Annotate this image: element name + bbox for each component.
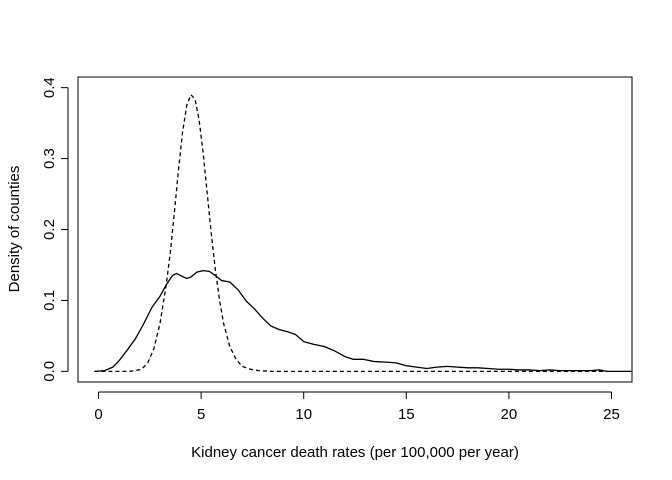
x-tick-label: 5 (197, 406, 205, 423)
y-axis-label: Density of counties (6, 166, 23, 293)
y-tick-label: 0.0 (41, 361, 58, 382)
x-tick-label: 15 (398, 406, 415, 423)
x-axis-label: Kidney cancer death rates (per 100,000 p… (191, 444, 519, 461)
y-tick-label: 0.1 (41, 290, 58, 311)
plot-frame (77, 76, 633, 383)
y-axis: 0.0 0.1 0.2 0.3 0.4 (41, 77, 69, 382)
y-tick-label: 0.2 (41, 219, 58, 240)
series-layer (94, 94, 632, 373)
y-tick-label: 0.4 (41, 77, 58, 98)
dashed-density-line (94, 94, 608, 373)
x-tick-label: 20 (501, 406, 518, 423)
x-tick-label: 25 (603, 406, 620, 423)
y-tick-label: 0.3 (41, 148, 58, 169)
x-axis: 0 5 10 15 20 25 (94, 391, 620, 423)
x-tick-label: 0 (94, 406, 102, 423)
solid-density-line (94, 269, 632, 373)
x-tick-label: 10 (295, 406, 312, 423)
